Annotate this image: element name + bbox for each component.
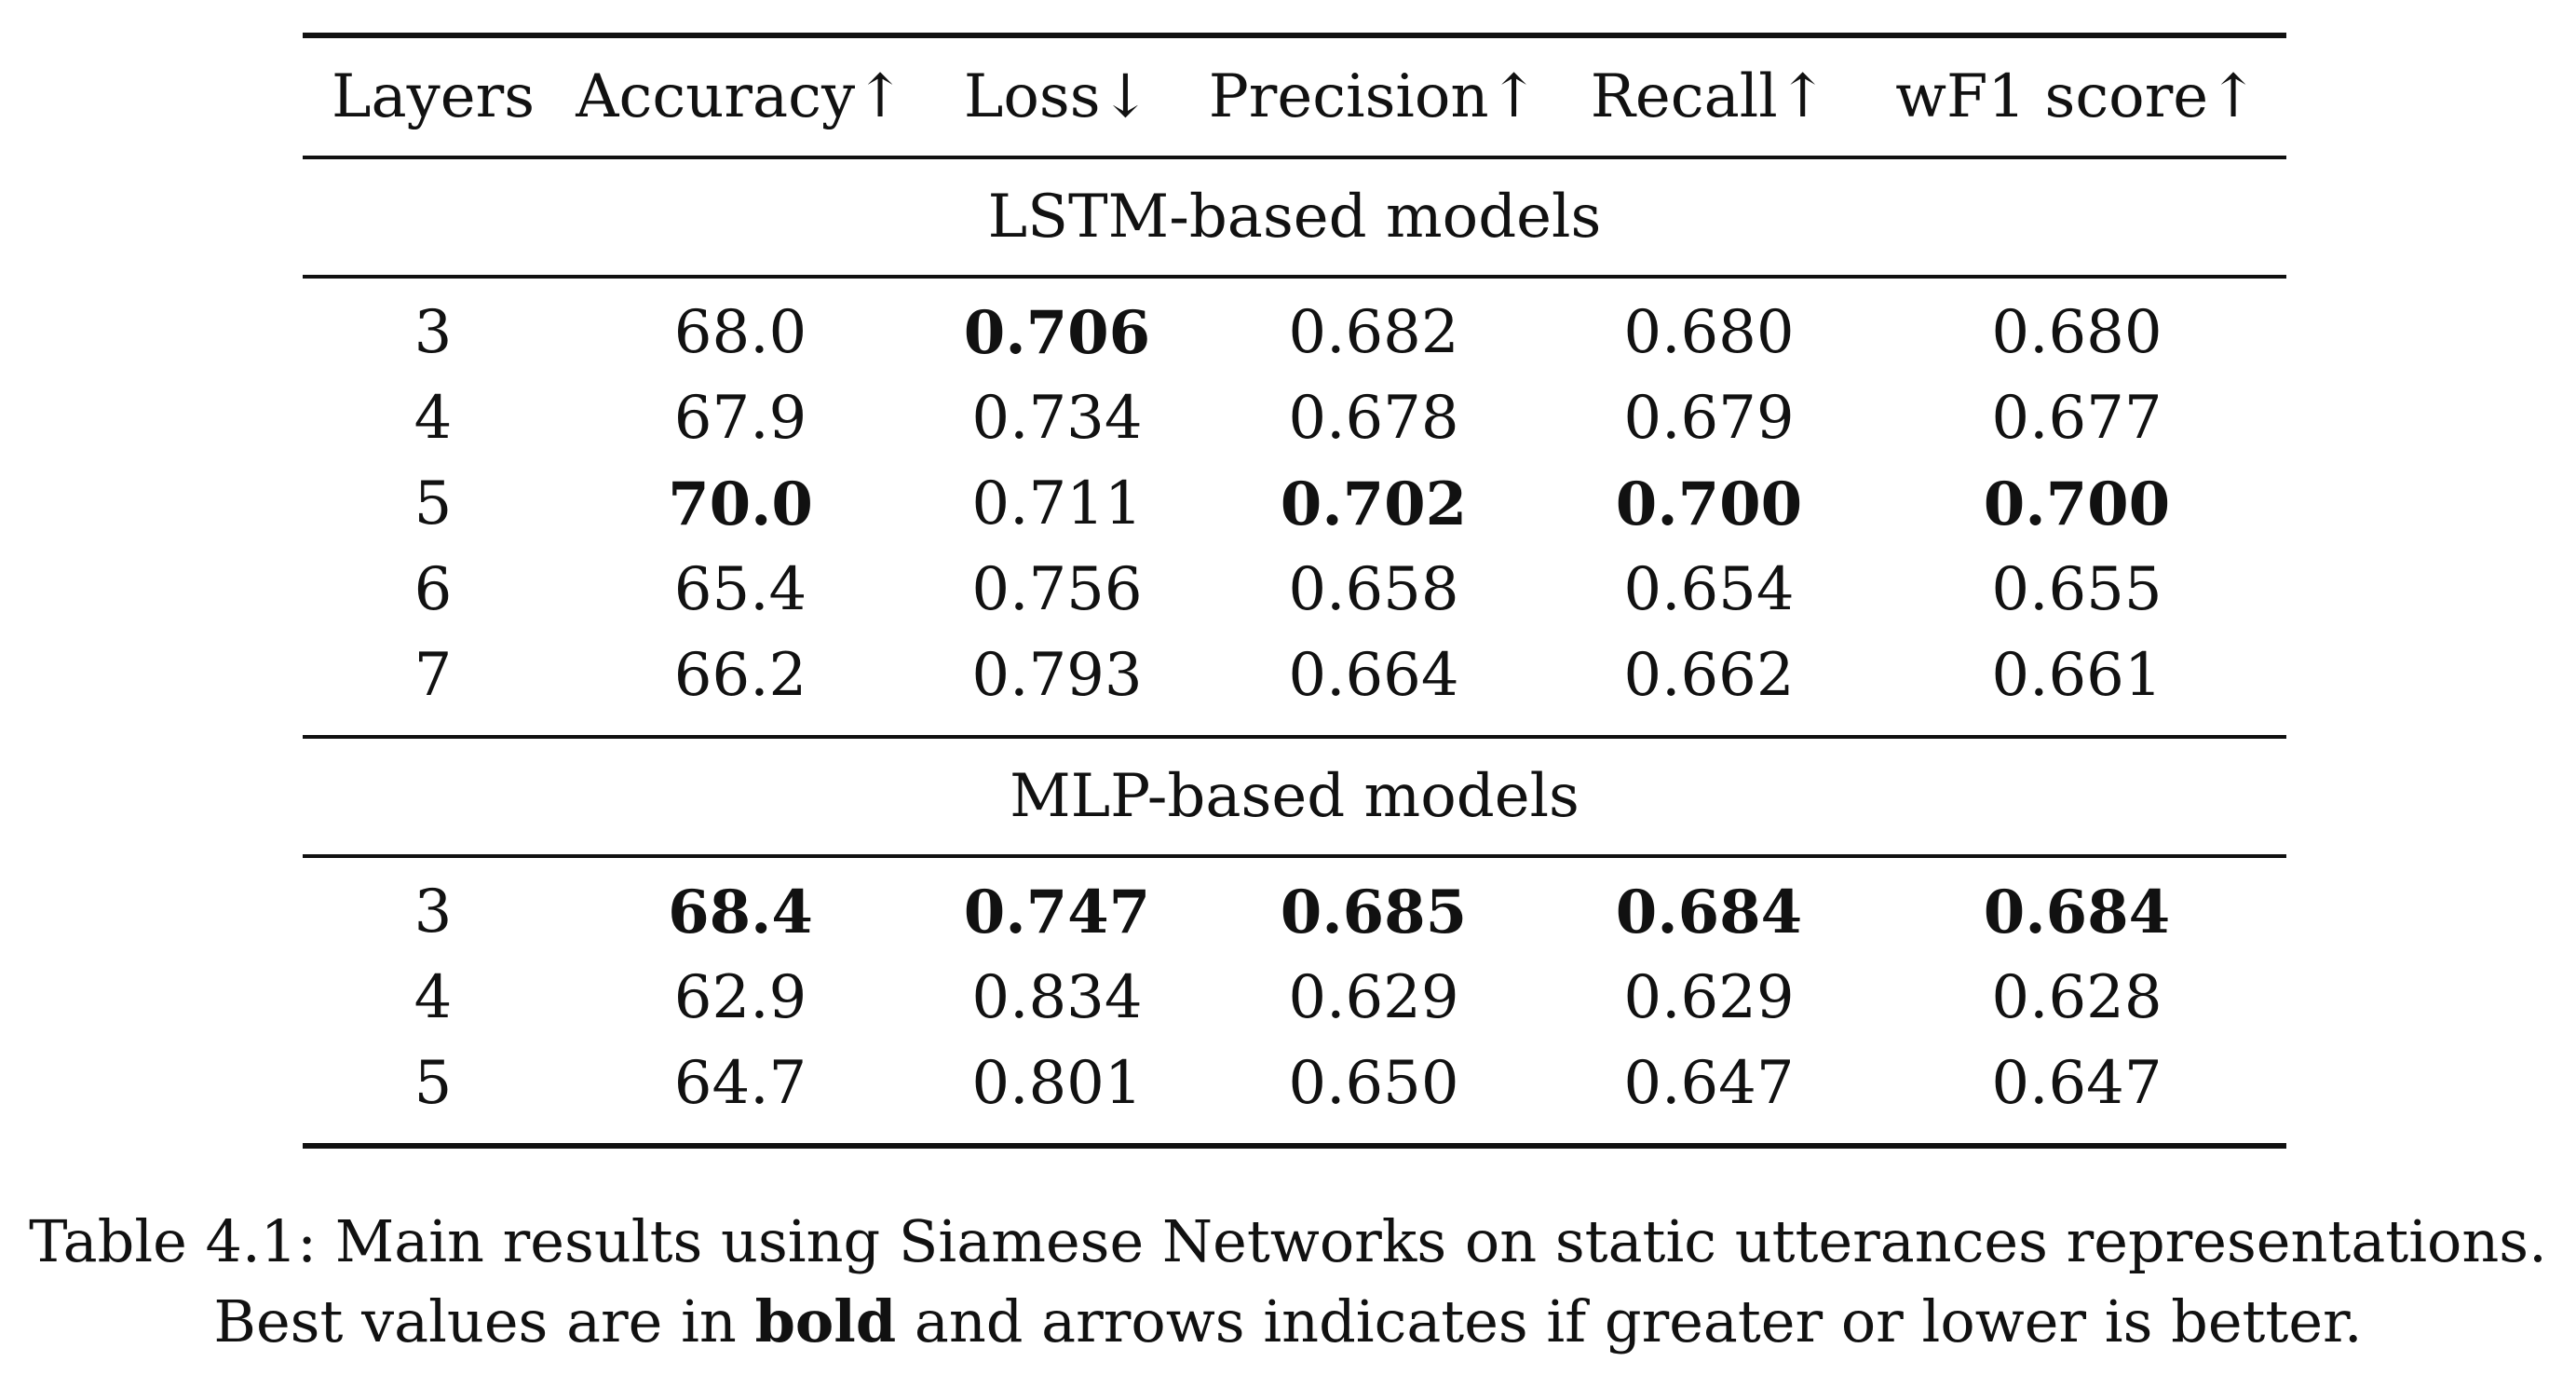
cell-loss: 0.747	[963, 877, 1151, 947]
header-accuracy: Accuracy↑	[576, 62, 905, 131]
cell-accuracy: 70.0	[668, 469, 813, 539]
cell-loss: 0.834	[971, 963, 1143, 1032]
cell-accuracy: 62.9	[673, 963, 807, 1032]
cell-loss: 0.706	[963, 297, 1151, 368]
caption-bold-word: bold	[754, 1287, 897, 1355]
cell-precision: 0.664	[1288, 641, 1459, 710]
cell-wf1: 0.677	[1991, 384, 2162, 453]
cell-recall: 0.680	[1623, 298, 1795, 367]
section-title-mlp: MLP-based models	[1010, 762, 1579, 831]
bottom-rule	[303, 1143, 2286, 1149]
header-wf1-score: wF1 score↑	[1895, 62, 2258, 131]
caption-line-1: Table 4.1: Main results using Siamese Ne…	[29, 1207, 2547, 1275]
section-title-lstm: LSTM-based models	[987, 183, 1602, 252]
cell-layers: 3	[414, 878, 453, 946]
cell-accuracy: 66.2	[673, 641, 807, 710]
cell-precision: 0.629	[1288, 963, 1459, 1032]
cell-layers: 5	[414, 470, 453, 538]
cell-layers: 5	[414, 1049, 453, 1118]
cell-wf1: 0.700	[1983, 469, 2171, 539]
cell-recall: 0.662	[1623, 641, 1795, 710]
cell-wf1: 0.647	[1991, 1049, 2162, 1118]
cell-recall: 0.654	[1623, 555, 1795, 624]
header-recall: Recall↑	[1590, 62, 1828, 131]
section-rule-lstm	[303, 275, 2286, 279]
table-caption: Table 4.1: Main results using Siamese Ne…	[0, 1202, 2576, 1362]
caption-line-2: Best values are in bold and arrows indic…	[0, 1282, 2576, 1362]
cell-accuracy: 67.9	[673, 384, 807, 453]
table-row: 7 66.2 0.793 0.664 0.662 0.661	[303, 633, 2286, 718]
cell-precision: 0.702	[1280, 469, 1468, 539]
cell-wf1: 0.661	[1991, 641, 2162, 710]
top-rule	[303, 33, 2286, 38]
cell-wf1: 0.680	[1991, 298, 2162, 367]
cell-precision: 0.650	[1288, 1049, 1459, 1118]
table-row: 3 68.0 0.706 0.682 0.680 0.680	[303, 290, 2286, 375]
table-row: 5 64.7 0.801 0.650 0.647 0.647	[303, 1041, 2286, 1126]
cell-precision: 0.685	[1280, 877, 1468, 947]
cell-accuracy: 65.4	[673, 555, 807, 624]
table-row: 3 68.4 0.747 0.685 0.684 0.684	[303, 869, 2286, 955]
section-rows-lstm: 3 68.0 0.706 0.682 0.680 0.680 4 67.9 0.…	[303, 279, 2286, 735]
cell-loss: 0.756	[971, 555, 1143, 624]
cell-layers: 4	[414, 963, 453, 1032]
cell-recall: 0.700	[1615, 469, 1803, 539]
cell-loss: 0.793	[971, 641, 1143, 710]
header-loss: Loss↓	[963, 62, 1151, 131]
section-divider-rule	[303, 735, 2286, 739]
table-row: 4 67.9 0.734 0.678 0.679 0.677	[303, 375, 2286, 461]
table-row: 6 65.4 0.756 0.658 0.654 0.655	[303, 547, 2286, 633]
section-rule-mlp	[303, 854, 2286, 858]
header-precision: Precision↑	[1208, 62, 1539, 131]
cell-accuracy: 64.7	[673, 1049, 807, 1118]
results-table: Layers Accuracy↑ Loss↓ Precision↑ Recall…	[303, 33, 2286, 1149]
header-layers: Layers	[331, 62, 536, 131]
section-rows-mlp: 3 68.4 0.747 0.685 0.684 0.684 4 62.9 0.…	[303, 858, 2286, 1143]
cell-wf1: 0.655	[1991, 555, 2162, 624]
cell-wf1: 0.684	[1983, 877, 2171, 947]
cell-layers: 3	[414, 298, 453, 367]
cell-recall: 0.684	[1615, 877, 1803, 947]
cell-wf1: 0.628	[1991, 963, 2162, 1032]
header-rule	[303, 156, 2286, 159]
cell-loss: 0.801	[971, 1049, 1143, 1118]
caption-line-2-prefix: Best values are in	[213, 1287, 755, 1355]
cell-precision: 0.682	[1288, 298, 1459, 367]
cell-precision: 0.658	[1288, 555, 1459, 624]
cell-layers: 6	[414, 555, 453, 624]
cell-loss: 0.734	[971, 384, 1143, 453]
caption-line-2-suffix: and arrows indicates if greater or lower…	[896, 1287, 2363, 1355]
table-header-row: Layers Accuracy↑ Loss↓ Precision↑ Recall…	[303, 38, 2286, 156]
cell-accuracy: 68.0	[673, 298, 807, 367]
cell-layers: 4	[414, 384, 453, 453]
cell-recall: 0.629	[1623, 963, 1795, 1032]
cell-precision: 0.678	[1288, 384, 1459, 453]
cell-recall: 0.647	[1623, 1049, 1795, 1118]
table-row: 5 70.0 0.711 0.702 0.700 0.700	[303, 461, 2286, 547]
cell-recall: 0.679	[1623, 384, 1795, 453]
cell-accuracy: 68.4	[668, 877, 813, 947]
cell-loss: 0.711	[971, 470, 1143, 538]
cell-layers: 7	[414, 641, 453, 710]
table-row: 4 62.9 0.834 0.629 0.629 0.628	[303, 955, 2286, 1041]
